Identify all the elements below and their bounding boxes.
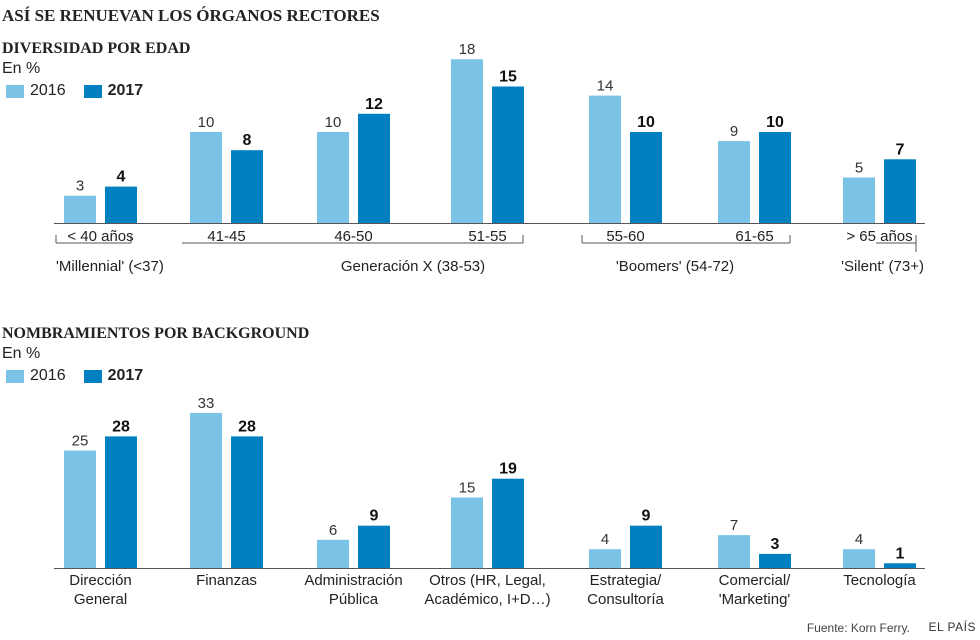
category-label: < 40 años: [67, 228, 133, 245]
value-label-2016: 14: [597, 78, 614, 95]
category-label: 51-55: [468, 228, 506, 245]
legend-swatch-2016: [6, 369, 24, 383]
value-label-2017: 12: [365, 96, 383, 113]
chart1-title: DIVERSIDAD POR EDAD: [2, 40, 191, 57]
category-label: Dirección: [69, 572, 132, 589]
category-label: 41-45: [207, 228, 245, 245]
category-label: 55-60: [606, 228, 644, 245]
source-note: Fuente: Korn Ferry.: [806, 621, 910, 635]
bar-2017: [630, 132, 662, 223]
category-label: Administración: [304, 572, 402, 589]
value-label-2017: 10: [637, 114, 655, 131]
value-label-2017: 28: [238, 418, 256, 435]
value-label-2016: 10: [198, 114, 215, 131]
bar-2016: [190, 412, 222, 568]
generation-label: Generación X (38-53): [341, 258, 485, 275]
value-label-2017: 4: [117, 169, 126, 186]
value-label-2016: 7: [730, 517, 738, 534]
generation-label: 'Boomers' (54-72): [616, 258, 734, 275]
bar-2017: [492, 478, 524, 568]
brand-logo: EL PAÍS: [928, 620, 976, 634]
legend-label-2016: 2016: [30, 82, 66, 99]
value-label-2017: 10: [766, 114, 784, 131]
value-label-2016: 25: [72, 433, 89, 450]
value-label-2017: 7: [896, 141, 905, 158]
bar-2016: [589, 95, 621, 223]
value-label-2017: 1: [896, 545, 905, 562]
bar-2017: [358, 525, 390, 568]
bar-2017: [105, 186, 137, 223]
legend-label-2017: 2017: [107, 367, 144, 384]
bar-2016: [843, 177, 875, 223]
category-label: Estrategia/: [590, 572, 663, 589]
bar-2016: [718, 141, 750, 223]
bar-2016: [190, 132, 222, 223]
value-label-2016: 18: [459, 41, 476, 58]
chart2-unit: En %: [2, 345, 41, 362]
bar-2016: [843, 549, 875, 568]
value-label-2016: 9: [730, 123, 738, 140]
bar-2017: [231, 436, 263, 568]
value-label-2017: 9: [642, 508, 651, 525]
value-label-2017: 8: [243, 132, 252, 149]
chart2-title: NOMBRAMIENTOS POR BACKGROUND: [2, 325, 310, 342]
bar-2017: [231, 150, 263, 223]
legend-label-2017: 2017: [107, 82, 144, 99]
chart1-legend: 2016 2017: [6, 82, 161, 100]
legend-label-2016: 2016: [30, 367, 66, 384]
category-label: Finanzas: [196, 572, 257, 589]
value-label-2016: 10: [325, 114, 342, 131]
legend-swatch-2017: [83, 369, 102, 383]
bar-2017: [759, 132, 791, 223]
category-label: 'Marketing': [719, 591, 791, 608]
category-label: Consultoría: [587, 591, 664, 608]
category-label: Pública: [329, 591, 379, 608]
category-label: 61-65: [735, 228, 773, 245]
value-label-2016: 5: [855, 160, 863, 177]
bar-2016: [64, 450, 96, 568]
bar-2017: [884, 563, 916, 568]
category-label: Académico, I+D…): [424, 591, 550, 608]
value-label-2017: 28: [112, 418, 130, 435]
bar-2016: [718, 535, 750, 568]
bar-2016: [64, 195, 96, 223]
bar-2017: [492, 86, 524, 223]
bar-2017: [884, 159, 916, 223]
chart2-legend: 2016 2017: [6, 367, 161, 385]
category-label: Otros (HR, Legal,: [429, 572, 546, 589]
category-label: General: [74, 591, 127, 608]
generation-label: 'Silent' (73+): [841, 258, 924, 275]
legend-swatch-2016: [6, 84, 24, 98]
bar-2016: [589, 549, 621, 568]
bar-2017: [630, 525, 662, 568]
value-label-2017: 9: [370, 508, 379, 525]
bar-2016: [451, 59, 483, 224]
value-label-2016: 15: [459, 480, 476, 497]
value-label-2016: 3: [76, 178, 84, 195]
chart1-unit: En %: [2, 60, 41, 77]
value-label-2016: 4: [601, 531, 609, 548]
legend-swatch-2017: [83, 84, 102, 98]
generation-label: 'Millennial' (<37): [56, 258, 164, 275]
category-label: > 65 años: [846, 228, 912, 245]
bar-2016: [317, 539, 349, 568]
category-label: Comercial/: [719, 572, 792, 589]
value-label-2016: 6: [329, 522, 337, 539]
value-label-2017: 15: [499, 69, 517, 86]
value-label-2016: 4: [855, 531, 863, 548]
bar-2017: [105, 436, 137, 568]
bar-2016: [317, 132, 349, 223]
main-title: ASÍ SE RENUEVAN LOS ÓRGANOS RECTORES: [2, 6, 380, 25]
value-label-2017: 3: [771, 536, 780, 553]
bar-2016: [451, 497, 483, 568]
bar-2017: [358, 113, 390, 223]
value-label-2016: 33: [198, 395, 215, 412]
category-label: Tecnología: [843, 572, 916, 589]
bar-2017: [759, 553, 791, 568]
category-label: 46-50: [334, 228, 372, 245]
value-label-2017: 19: [499, 461, 517, 478]
